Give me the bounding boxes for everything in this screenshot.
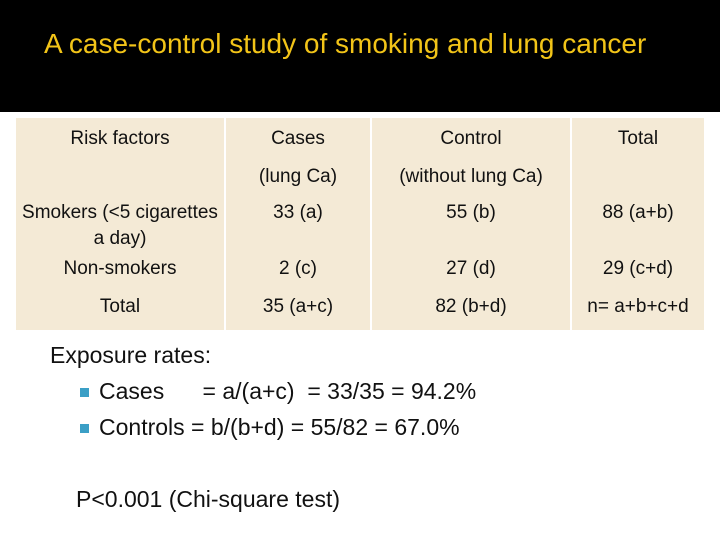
header-text: Cases bbox=[271, 128, 325, 149]
header-cell: Control (without lung Ca) bbox=[370, 118, 571, 198]
slide-title: A case-control study of smoking and lung… bbox=[44, 28, 647, 59]
header-row: Risk factors Cases (lung Ca) Control (with… bbox=[16, 118, 704, 198]
cell: Smokers (<5 cigarettes a day) bbox=[22, 202, 218, 249]
title-bar bbox=[0, 0, 720, 112]
cell: 82 (b+d) bbox=[370, 292, 571, 330]
section-heading: Exposure rates: bbox=[50, 342, 212, 368]
header-cell: Risk factors bbox=[16, 118, 225, 198]
cell: 27 (d) bbox=[370, 254, 571, 292]
row: Total 35 (a+c) 82 (b+d) n= a+b+c+d bbox=[16, 292, 704, 330]
row: Smokers (<5 cigarettes a day) 33 (a) 55 … bbox=[16, 198, 704, 254]
cell: 88 (a+b) bbox=[570, 198, 704, 254]
header-cell: Cases (lung Ca) bbox=[224, 118, 371, 198]
note: P<0.001 (Chi-square test) bbox=[76, 486, 340, 512]
row: Non-smokers 2 (c) 27 (d) 29 (c+d) bbox=[16, 254, 704, 292]
header-text: (lung Ca) bbox=[258, 166, 338, 187]
data-table: Risk factors Cases (lung Ca) Control (with… bbox=[16, 118, 704, 330]
cell: 55 (b) bbox=[370, 198, 571, 254]
header-text: Risk factors bbox=[70, 128, 170, 149]
header-text: Control bbox=[440, 128, 502, 149]
cell: 2 (c) bbox=[224, 254, 371, 292]
cell: 33 (a) bbox=[224, 198, 371, 254]
bullet-item: Controls = b/(b+d) = 55/82 = 67.0% bbox=[80, 414, 460, 441]
header-text: (without lung Ca) bbox=[399, 166, 543, 187]
header-text: Total bbox=[617, 128, 659, 149]
cell: n= a+b+c+d bbox=[570, 292, 704, 330]
cell: Non-smokers bbox=[63, 258, 177, 279]
header-cell: Total bbox=[570, 118, 704, 198]
bullet-item: Cases = a/(a+c) = 33/35 = 94.2% bbox=[80, 378, 476, 405]
cell: Total bbox=[99, 296, 141, 317]
cell: 35 (a+c) bbox=[224, 292, 371, 330]
cell: 29 (c+d) bbox=[570, 254, 704, 292]
